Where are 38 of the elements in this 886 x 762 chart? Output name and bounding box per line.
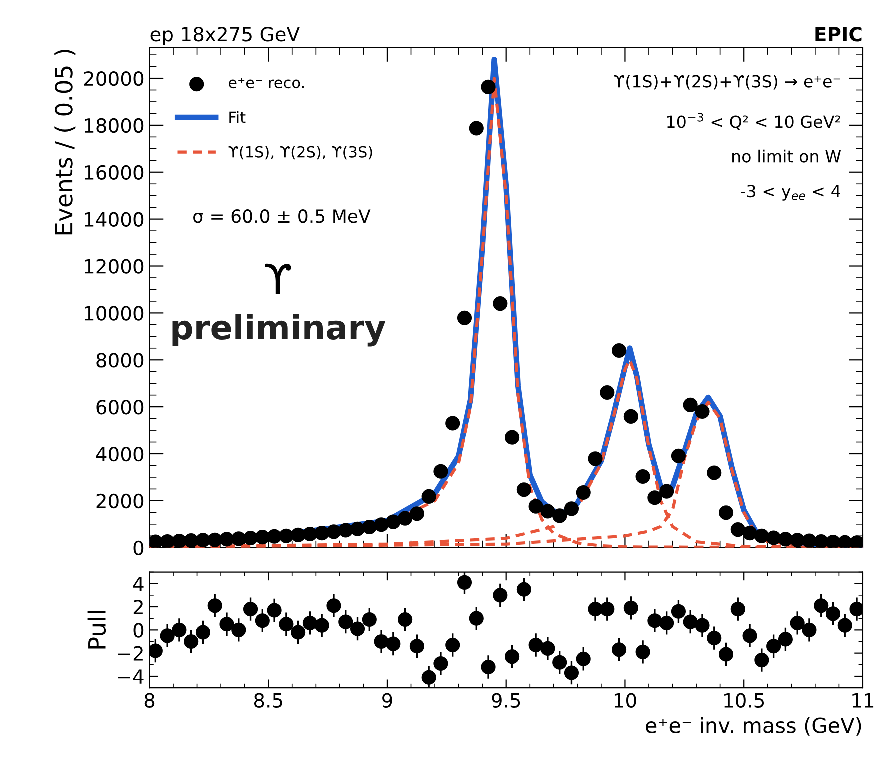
annotation: ϒ(1S)+ϒ(2S)+ϒ(3S) → e⁺e⁻	[614, 74, 840, 90]
y-tick-label: 2	[134, 600, 143, 614]
annotation: 10$^{−3}$ < Q² < 10 GeV²	[668, 113, 840, 130]
y-tick-label: 8000	[96, 353, 144, 368]
legend-label: Fit	[230, 111, 246, 124]
y-tick-label: 2000	[96, 494, 144, 509]
x-tick-label: 10.5	[724, 693, 764, 708]
y-tick-label: 0	[134, 623, 144, 638]
y-tick-label: 20000	[84, 71, 144, 86]
y-tick-label: 4	[133, 577, 144, 592]
x-tick-label: 8.5	[254, 693, 282, 708]
y-axis-title: Pull	[88, 611, 106, 649]
y-tick-label: 16000	[85, 165, 144, 180]
y-tick-label: 18000	[85, 118, 144, 134]
x-tick-label: 11	[852, 694, 874, 708]
text: ep 18x275 GeV	[150, 27, 300, 46]
annotation: -3 < y$_{ee}$ < 4	[741, 185, 840, 201]
y-tick-label: 4000	[96, 446, 144, 462]
text: EPIC	[816, 27, 862, 42]
y-tick-label: −2	[118, 646, 143, 661]
annotation: preliminary	[172, 314, 386, 347]
y-tick-label: −4	[118, 670, 144, 684]
y-tick-label: 0	[134, 540, 144, 556]
annotation: ϒ	[265, 264, 292, 294]
y-tick-label: 6000	[96, 400, 144, 415]
x-tick-label: 8	[144, 693, 155, 708]
x-tick-label: 10	[614, 693, 636, 708]
annotation: σ = 60.0 ± 0.5 MeV	[194, 210, 371, 224]
y-tick-label: 10000	[85, 306, 144, 321]
legend-label: ϒ(1S), ϒ(2S), ϒ(3S)	[228, 146, 372, 160]
y-tick-label: 12000	[85, 259, 144, 274]
y-tick-label: 14000	[85, 212, 144, 227]
annotation: no limit on W	[732, 150, 842, 163]
x-axis-title: e⁺e⁻ inv. mass (GeV)	[646, 717, 862, 736]
x-tick-label: 9	[382, 693, 392, 708]
y-axis-title: Events / ( 0.05 )	[54, 50, 76, 235]
x-tick-label: 9.5	[492, 693, 520, 708]
legend-label: e⁺e⁻ reco.	[229, 78, 304, 89]
